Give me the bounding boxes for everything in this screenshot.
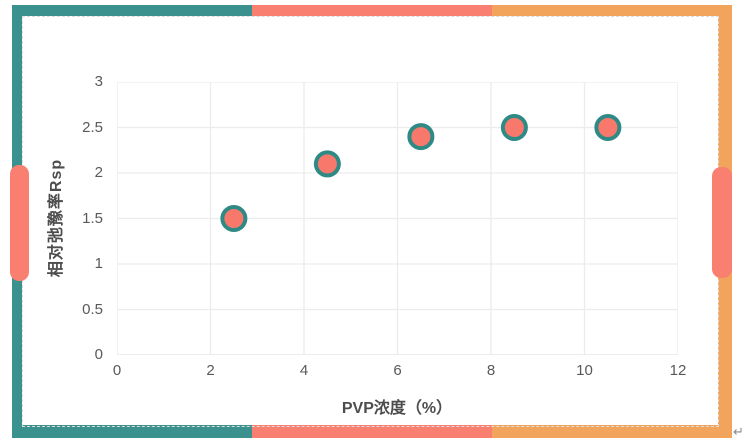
plot-svg[interactable] (117, 82, 678, 355)
y-axis-tick-label: 1.5 (82, 209, 103, 227)
frame-top-teal-segment (12, 5, 252, 16)
y-axis-tick-label: 2 (94, 164, 103, 181)
frame-bottom-salmon-segment (252, 425, 492, 438)
data-point-marker[interactable] (500, 114, 528, 141)
data-point-marker[interactable] (220, 205, 248, 232)
y-axis-tick-label: 3 (94, 73, 103, 90)
frame-top-orange-segment (492, 5, 732, 16)
frame-bottom-orange-segment (492, 425, 732, 438)
x-axis-tick-label: 10 (576, 362, 593, 379)
y-axis-tick-label: 0 (94, 346, 103, 363)
right-border-pill-accent (712, 167, 732, 278)
x-axis-tick-label: 4 (299, 362, 309, 379)
x-axis-tick-label: 8 (486, 362, 496, 379)
y-axis-tick-label: 1 (94, 255, 103, 272)
paragraph-return-mark: ↵ (733, 424, 744, 439)
y-axis-title: 相对弛豫率Rsp (48, 158, 65, 278)
x-axis-tick-label: 12 (669, 362, 687, 379)
x-axis-tick-label: 0 (112, 362, 122, 379)
y-axis-tick-label: 2.5 (82, 118, 103, 136)
frame-top-salmon-segment (252, 5, 492, 16)
data-point-marker[interactable] (594, 114, 622, 141)
data-point-marker[interactable] (407, 123, 435, 151)
x-axis-tick-label: 2 (206, 362, 215, 379)
y-axis-tick-label: 0.5 (82, 300, 103, 318)
left-border-pill-accent (10, 165, 29, 281)
frame-bottom-teal-segment (12, 425, 252, 438)
x-axis-tick-label: 6 (393, 362, 402, 379)
data-point-marker[interactable] (313, 150, 341, 178)
x-axis-title: PVP浓度（%） (341, 400, 453, 417)
